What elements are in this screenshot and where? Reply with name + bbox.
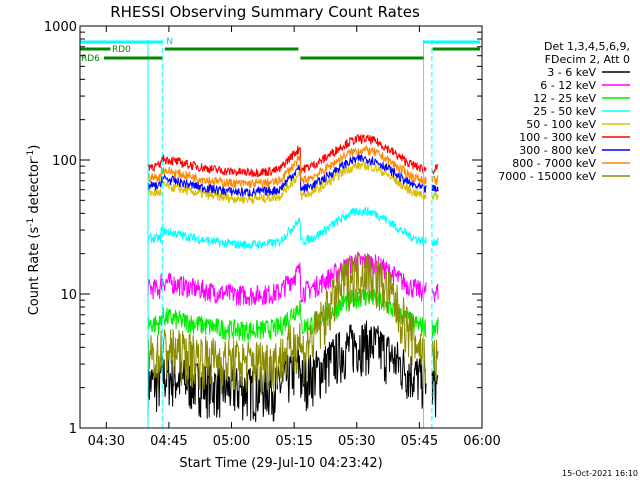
rd0-label: RD0	[112, 45, 131, 55]
series-line	[147, 252, 439, 306]
y-axis-label: Count Rate (s-1 detector-1)	[26, 145, 42, 316]
x-tick-label: 04:45	[150, 434, 187, 449]
legend-label: 6 - 12 keV	[540, 79, 596, 92]
x-tick-label: 04:30	[88, 434, 125, 449]
rd6-label: RD6	[81, 54, 100, 64]
x-tick-label: 05:15	[275, 434, 312, 449]
y-tick-label: 1000	[44, 20, 77, 35]
y-label-sup1: -1	[26, 218, 36, 227]
legend-label: 100 - 300 keV	[519, 131, 596, 144]
data-layer	[147, 133, 439, 423]
legend-label: 25 - 50 keV	[533, 105, 596, 118]
chart-title: RHESSI Observing Summary Count Rates	[110, 3, 420, 21]
y-tick-label: 1	[69, 422, 77, 437]
legend-label: 3 - 6 keV	[547, 66, 596, 79]
x-tick-label: 05:30	[338, 434, 375, 449]
y-axis-ticks: 1 10 100 1000	[44, 20, 482, 437]
y-label-sup2: -1	[26, 150, 36, 159]
plot-frame	[79, 25, 483, 429]
legend-label: 7000 - 15000 keV	[498, 170, 596, 183]
series-line	[147, 251, 439, 396]
legend-label: 800 - 7000 keV	[512, 157, 596, 170]
x-axis-label: Start Time (29-Jul-10 04:23:42)	[179, 456, 382, 471]
night-label: N	[166, 37, 173, 47]
x-tick-label: 05:00	[213, 434, 250, 449]
legend-header-line-2: FDecim 2, Att 0	[545, 53, 630, 66]
series-line	[147, 159, 439, 206]
y-tick-label: 10	[60, 288, 77, 303]
y-label-base: Count Rate (s	[27, 227, 42, 316]
legend-label: 12 - 25 keV	[533, 92, 596, 105]
legend-header-line-1: Det 1,3,4,5,6,9,	[544, 40, 630, 53]
series-line	[147, 206, 439, 250]
series-line	[147, 133, 439, 178]
y-tick-label: 100	[52, 154, 77, 169]
footer-timestamp: 15-Oct-2021 16:10	[562, 469, 638, 478]
x-axis-ticks: 04:30 04:45 05:00 05:15 05:30 05:45 06:00	[88, 26, 501, 449]
series-line	[147, 144, 439, 190]
series-line	[147, 153, 439, 198]
x-tick-label: 06:00	[463, 434, 500, 449]
legend-label: 50 - 100 keV	[526, 118, 596, 131]
x-tick-label: 05:45	[401, 434, 438, 449]
y-label-end: )	[27, 145, 42, 150]
y-label-mid: detector	[27, 158, 42, 218]
legend-label: 300 - 800 keV	[519, 144, 596, 157]
legend: Det 1,3,4,5,6,9, FDecim 2, Att 0 3 - 6 k…	[498, 40, 630, 183]
